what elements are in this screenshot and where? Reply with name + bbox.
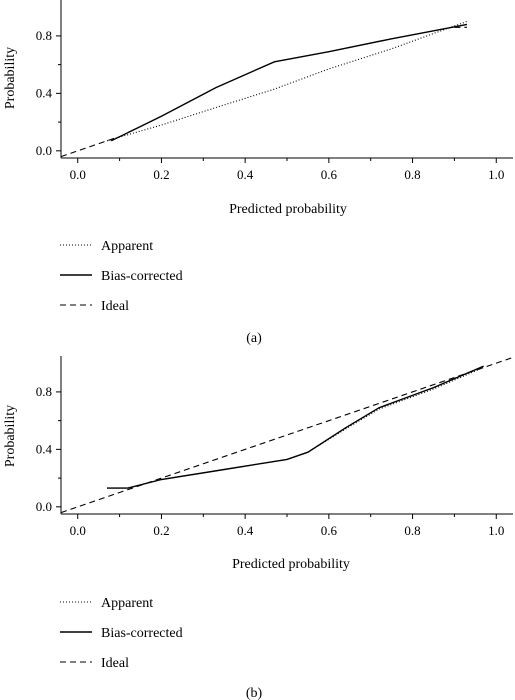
panel-b-x-tick-label: 0.0 [70, 523, 86, 538]
panel-a-y-tick-label: 0.8 [36, 28, 52, 43]
panel-a-x-tick-label: 0.6 [321, 167, 338, 182]
panel-a-y-tick-label: 0.0 [36, 143, 52, 158]
panel-a-ylabel: Probability [3, 47, 18, 109]
panel-a-x-tick-label: 0.8 [404, 167, 420, 182]
panel-b-legend-ideal: Ideal [101, 656, 129, 671]
panel-a-y-tick-label: 0.4 [36, 85, 53, 100]
panel-a-x-tick-label: 0.2 [153, 167, 169, 182]
panel-a-x-tick-label: 1.0 [488, 167, 504, 182]
panel-b-x-tick-label: 0.4 [237, 523, 254, 538]
panel-b-x-tick-label: 0.2 [153, 523, 169, 538]
panel-b-plot-area: 0.0 0.2 0.4 0.6 0.8 1.0 0.0 0.4 0.8 [36, 356, 514, 538]
panel-b-y-tick-label: 0.0 [36, 499, 52, 514]
panel-a-plot-area: 0.0 0.2 0.4 0.6 0.8 1.0 0.0 0.4 0.8 [36, 0, 513, 182]
panel-a-legend-apparent: Apparent [101, 239, 153, 254]
panel-a-label: (a) [246, 331, 262, 346]
panel-b-legend-apparent: Apparent [101, 596, 153, 611]
panel-b-legend-bias-corrected: Bias-corrected [101, 626, 183, 641]
panel-b-x-tick-label: 0.8 [404, 523, 420, 538]
panel-b-ylabel: Probability [3, 405, 18, 467]
panel-a-x-tick-label: 0.4 [237, 167, 254, 182]
panel-b: 0.0 0.2 0.4 0.6 0.8 1.00.00.40.8 Probability … [3, 356, 514, 700]
panel-a: 0.0 0.2 0.4 0.6 0.8 1.00.00.40.8 Probability … [3, 0, 513, 346]
panel-b-x-tick-label: 0.6 [321, 523, 338, 538]
panel-b-y-tick-label: 0.4 [36, 441, 53, 456]
panel-b-series-apparent [107, 366, 484, 489]
panel-a-legend: Apparent Bias-corrected Ideal [60, 239, 183, 314]
panel-b-xlabel: Predicted probability [232, 557, 350, 572]
panel-a-series-bias-corrected [110, 23, 468, 142]
panel-a-xlabel: Predicted probability [229, 202, 347, 217]
panel-a-legend-ideal: Ideal [101, 299, 129, 314]
panel-a-legend-bias-corrected: Bias-corrected [101, 269, 183, 284]
panel-a-series-apparent [106, 20, 468, 142]
panel-b-legend: Apparent Bias-corrected Ideal [60, 596, 183, 671]
panel-b-series-bias-corrected [107, 365, 484, 489]
panel-b-x-tick-label: 1.0 [488, 523, 504, 538]
panel-b-y-tick-label: 0.8 [36, 384, 52, 399]
panel-a-x-tick-label: 0.0 [70, 167, 86, 182]
panel-b-series-ideal [60, 356, 514, 514]
panel-b-label: (b) [246, 686, 263, 700]
